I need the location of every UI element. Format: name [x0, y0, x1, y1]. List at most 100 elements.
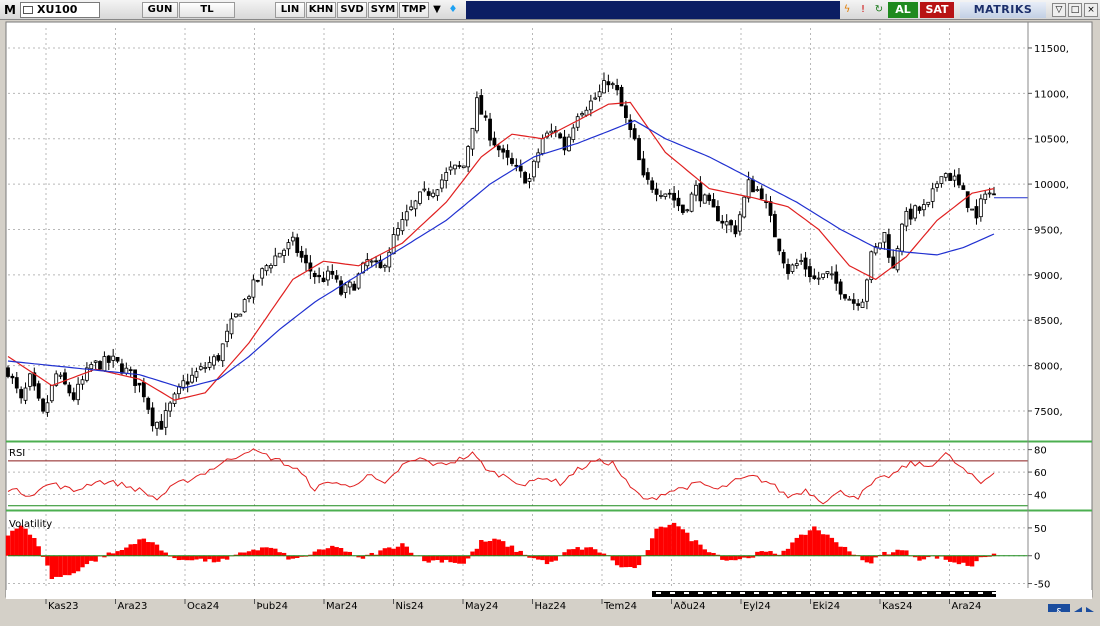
candle [641, 150, 646, 178]
sell-button[interactable]: SAT [920, 1, 954, 18]
volatility-bar [943, 555, 948, 560]
svd-button[interactable]: SVD [337, 1, 367, 18]
volatility-bar [645, 550, 651, 556]
volatility-bar [137, 539, 142, 556]
volatility-y-axis: -50 0 50 [1028, 524, 1050, 591]
template-button[interactable]: TMP [399, 1, 429, 18]
candle [777, 238, 782, 256]
candle [606, 74, 611, 93]
symbol-selector[interactable]: XU100 [20, 1, 100, 18]
volatility-bar [132, 544, 138, 556]
restore-icon[interactable]: □ [1068, 2, 1082, 17]
lightning-icon[interactable]: ϟ [843, 3, 851, 15]
candle [711, 193, 716, 208]
volatility-bar [724, 555, 729, 561]
khn-button[interactable]: KHN [306, 1, 336, 18]
volatility-bar [395, 546, 401, 556]
alert-icon[interactable]: ! [860, 3, 865, 15]
volatility-bar [387, 547, 392, 556]
scroll-left-icon[interactable] [1074, 607, 1082, 612]
candle [247, 294, 251, 303]
volatility-bar [89, 555, 94, 561]
close-icon[interactable]: × [1084, 2, 1098, 17]
candle [667, 189, 672, 199]
candle [461, 165, 466, 169]
candle [882, 232, 887, 250]
candle [212, 354, 216, 370]
candle [76, 377, 81, 405]
candle [207, 356, 212, 371]
currency-button[interactable]: TL [179, 1, 235, 18]
candle [799, 253, 804, 265]
volatility-bar [702, 549, 707, 556]
sym-button[interactable]: SYM [368, 1, 398, 18]
volatility-bar [356, 555, 361, 558]
volatility-bar [614, 555, 620, 566]
volatility-bar [549, 555, 554, 562]
scroll-right-icon[interactable] [1086, 607, 1094, 612]
candle [843, 293, 847, 301]
minimize-icon[interactable]: ▽ [1052, 2, 1066, 17]
candle [952, 169, 957, 188]
candle [194, 367, 199, 382]
volatility-bar [947, 555, 953, 562]
volatility-bar [36, 546, 41, 556]
candle [343, 282, 348, 299]
period-button[interactable]: GUN [142, 1, 178, 18]
volatility-bar [882, 551, 887, 556]
volatility-bar [224, 555, 230, 560]
candle [856, 299, 861, 311]
y-tick-label: 10000, [1034, 180, 1069, 191]
volatility-bar [597, 552, 602, 556]
main-y-axis: 7500, 8000, 8500, 9000, 9500, 10000, 10500, 110… [1028, 44, 1069, 418]
volatility-bar [860, 555, 865, 561]
candle [742, 195, 747, 219]
candle [597, 84, 602, 102]
candle [588, 94, 593, 117]
candle [860, 298, 865, 308]
volatility-bar [895, 549, 900, 556]
volatility-bar [259, 547, 265, 556]
scroll-controls[interactable]: § [1048, 604, 1094, 612]
candle [737, 211, 742, 236]
sync-icon[interactable] [1048, 604, 1070, 612]
candle [225, 323, 230, 348]
volatility-bar [360, 555, 366, 559]
volatility-bar [934, 555, 940, 559]
candle [584, 106, 589, 117]
volatility-bar [575, 547, 580, 556]
candle [479, 88, 484, 115]
app-logo: M [4, 2, 16, 17]
volatility-bar [465, 555, 471, 559]
candle [14, 371, 19, 394]
volatility-bar [803, 534, 808, 556]
candle [645, 167, 650, 185]
volatility-bar [952, 555, 957, 563]
candle [409, 199, 414, 212]
candle [808, 259, 812, 283]
candle [632, 123, 637, 141]
volatility-bar [628, 555, 633, 567]
rsi-title: RSI [9, 448, 25, 459]
candle [63, 368, 67, 386]
volatility-bar [864, 555, 870, 563]
twitter-icon[interactable]: ♦ [448, 3, 458, 15]
candle [623, 100, 628, 124]
linear-scale-button[interactable]: LIN [275, 1, 305, 18]
volatility-bar [983, 555, 988, 558]
dropdown-arrow-icon[interactable]: ▼ [433, 3, 441, 15]
candle [286, 239, 291, 256]
chart-canvas[interactable]: 7500, 8000, 8500, 9000, 9500, 10000, 10500, 110… [0, 20, 1100, 612]
volatility-bar [737, 555, 743, 560]
refresh-icon[interactable]: ↻ [874, 3, 884, 15]
volatility-bar [956, 555, 962, 565]
volatility-bar [693, 540, 699, 556]
toolbar: M XU100 GUN TL LIN KHN SVD SYM TMP ▼ ♦ ϟ… [0, 0, 1100, 20]
buy-button[interactable]: AL [888, 1, 918, 18]
candle [159, 414, 164, 430]
candle [834, 264, 839, 291]
candle [794, 258, 799, 269]
candle [444, 167, 449, 189]
volatility-bar [334, 547, 339, 556]
volatility-bar [667, 524, 672, 556]
